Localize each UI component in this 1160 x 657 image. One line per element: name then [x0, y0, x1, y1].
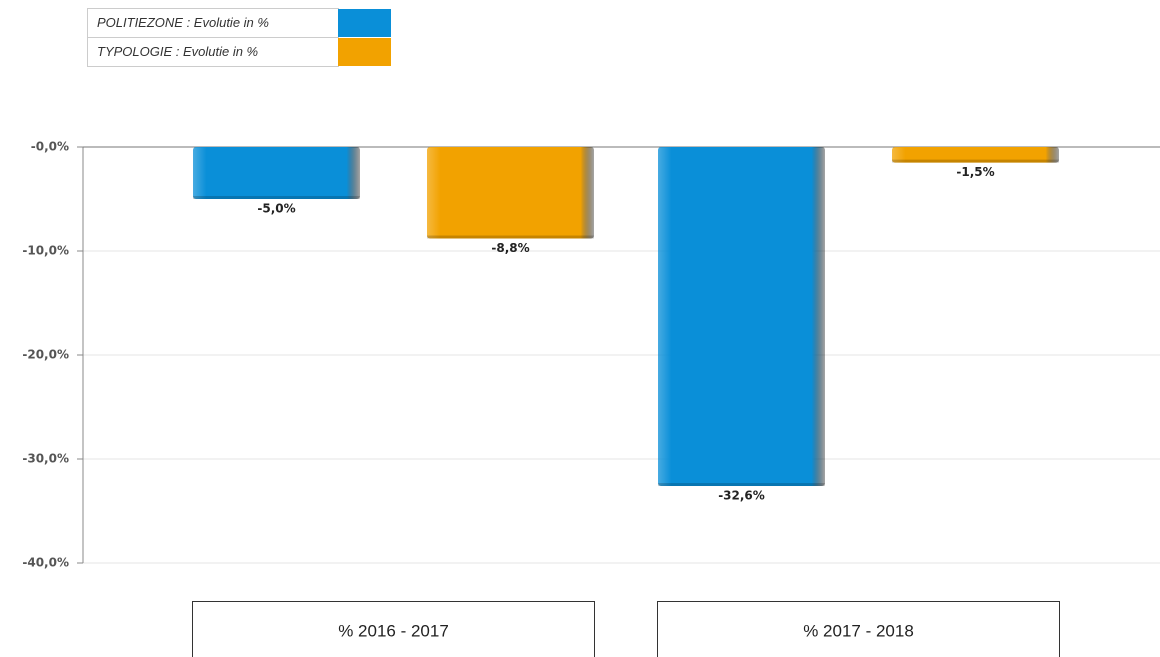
bar-edge — [427, 235, 594, 239]
value-label: -5,0% — [257, 202, 295, 216]
legend-row — [87, 37, 339, 67]
legend-row — [87, 8, 339, 38]
y-tick-label: -20,0% — [22, 348, 69, 362]
bar — [193, 147, 360, 199]
bar-edge — [892, 159, 1059, 163]
value-label: -8,8% — [491, 241, 529, 255]
legend-swatch — [338, 9, 391, 37]
y-tick-label: -0,0% — [31, 140, 69, 154]
y-tick-label: -40,0% — [22, 556, 69, 570]
bar-edge — [193, 196, 360, 199]
bar — [892, 147, 1059, 163]
legend-swatch — [338, 38, 391, 66]
value-label: -32,6% — [718, 489, 765, 503]
x-tick-label: % 2017 - 2018 — [803, 621, 914, 640]
x-tick-label: % 2016 - 2017 — [338, 621, 449, 640]
bar — [658, 147, 825, 487]
category-box — [657, 601, 1060, 657]
value-label: -1,5% — [956, 165, 994, 179]
bar — [427, 147, 594, 239]
legend-label: POLITIEZONE : Evolutie in % — [97, 15, 269, 30]
legend-label: TYPOLOGIE : Evolutie in % — [97, 44, 258, 59]
bar-edge — [658, 483, 825, 487]
category-box — [192, 601, 595, 657]
y-tick-label: -30,0% — [22, 452, 69, 466]
y-tick-label: -10,0% — [22, 244, 69, 258]
